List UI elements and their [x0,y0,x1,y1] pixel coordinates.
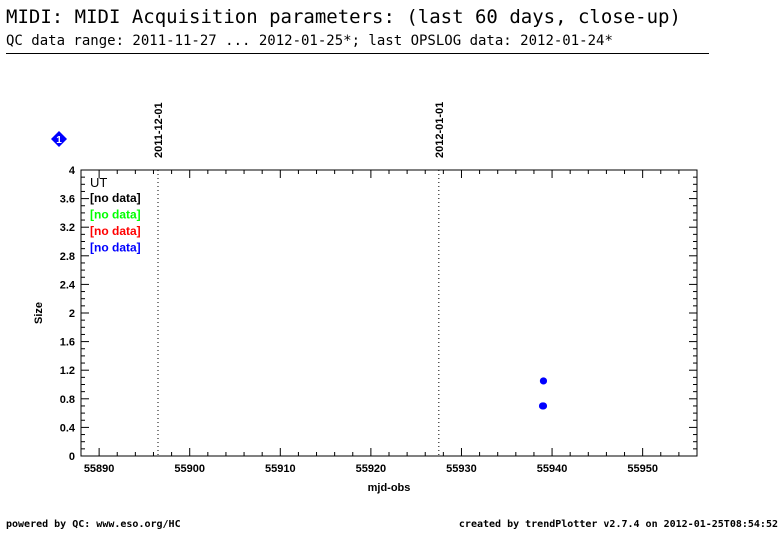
y-tick-label: 3.2 [60,222,75,234]
legend-entry: [no data] [90,241,141,255]
date-markers: 2011-12-01 2012-01-01 [153,102,446,456]
x-tick-label: 55910 [265,463,296,475]
y-tick-label: 2 [69,308,75,320]
x-tick-label: 55950 [627,463,658,475]
footer-timestamp: created by trendPlotter v2.7.4 on 2012-0… [458,519,778,530]
footer-credit: powered by QC: www.eso.org/HC [6,519,181,530]
y-tick-label: 1.2 [60,365,75,377]
legend-title: UT [90,175,107,190]
data-points [538,377,548,410]
x-axis-label: mjd-obs [368,482,411,494]
x-tick-label: 55930 [446,463,477,475]
y-tick-label: 1.6 [60,337,75,349]
y-tick-label: 2.8 [60,251,75,263]
x-tick-label: 55940 [537,463,568,475]
y-tick-label: 0.4 [60,422,76,434]
info-diamond-label: 1 [56,135,62,146]
y-tick-label: 4 [69,165,76,177]
chart-title: MIDI: MIDI Acquisition parameters: (last… [6,6,681,28]
x-tick-label: 55920 [356,463,387,475]
date-marker-label: 2011-12-01 [153,102,165,158]
date-marker-label: 2012-01-01 [434,102,446,158]
data-point [538,402,547,410]
info-diamond-icon[interactable]: 1 [51,131,67,147]
y-tick-label: 2.4 [60,279,76,291]
x-tick-label: 55900 [174,463,205,475]
plot-frame [80,169,698,457]
y-tick-label: 3.6 [60,194,75,206]
legend-entry: [no data] [90,224,141,238]
trend-chart: 2011-12-01 2012-01-01 55890 55900 55910 5592… [33,102,698,494]
title-divider [6,53,709,54]
x-tick-label: 55890 [84,463,115,475]
axis-ticks: 55890 55900 55910 55920 55930 55940 55950 0 0.4 0… [60,165,698,475]
y-tick-label: 0 [69,451,75,463]
legend: UT[no data][no data][no data][no data] [90,175,141,255]
data-point [539,377,548,385]
legend-entry: [no data] [90,208,141,222]
chart-subtitle: QC data range: 2011-11-27 ... 2012-01-25… [6,33,613,49]
y-tick-label: 0.8 [60,394,75,406]
y-axis-label: Size [33,302,45,324]
legend-entry: [no data] [90,191,141,205]
